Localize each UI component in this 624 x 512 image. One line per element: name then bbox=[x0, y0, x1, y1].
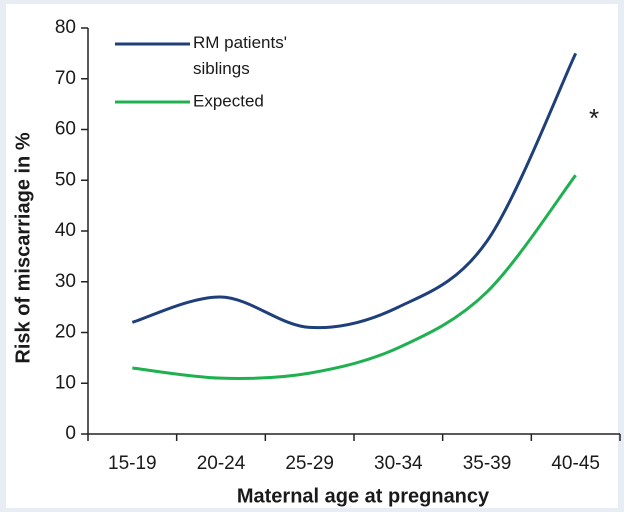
series-line bbox=[132, 174, 577, 380]
y-tick-label: 0 bbox=[65, 423, 76, 444]
y-tick-label: 10 bbox=[55, 372, 76, 393]
series-line bbox=[131, 52, 578, 330]
x-tick-label: 35-39 bbox=[463, 453, 512, 474]
x-tick-label: 40-45 bbox=[551, 453, 600, 474]
plot-panel bbox=[6, 4, 618, 508]
y-tick-label: 80 bbox=[55, 17, 76, 38]
y-tick-label: 70 bbox=[55, 68, 76, 89]
x-tick-label: 30-34 bbox=[374, 453, 423, 474]
y-tick-label: 40 bbox=[55, 220, 76, 241]
x-tick-label: 25-29 bbox=[285, 453, 334, 474]
y-tick-label: 30 bbox=[55, 271, 76, 292]
y-tick-label: 50 bbox=[55, 169, 76, 190]
y-tick-label: 20 bbox=[55, 322, 76, 343]
annotation: * bbox=[589, 103, 599, 133]
y-tick-label: 60 bbox=[55, 119, 76, 140]
legend-label: RM patients' siblings bbox=[193, 33, 287, 78]
x-tick-label: 15-19 bbox=[108, 453, 157, 474]
x-axis-label: Maternal age at pregnancy bbox=[237, 485, 490, 507]
x-tick-label: 20-24 bbox=[197, 453, 246, 474]
legend-label: Expected bbox=[193, 91, 264, 110]
y-axis-label: Risk of miscarriage in % bbox=[12, 132, 34, 363]
